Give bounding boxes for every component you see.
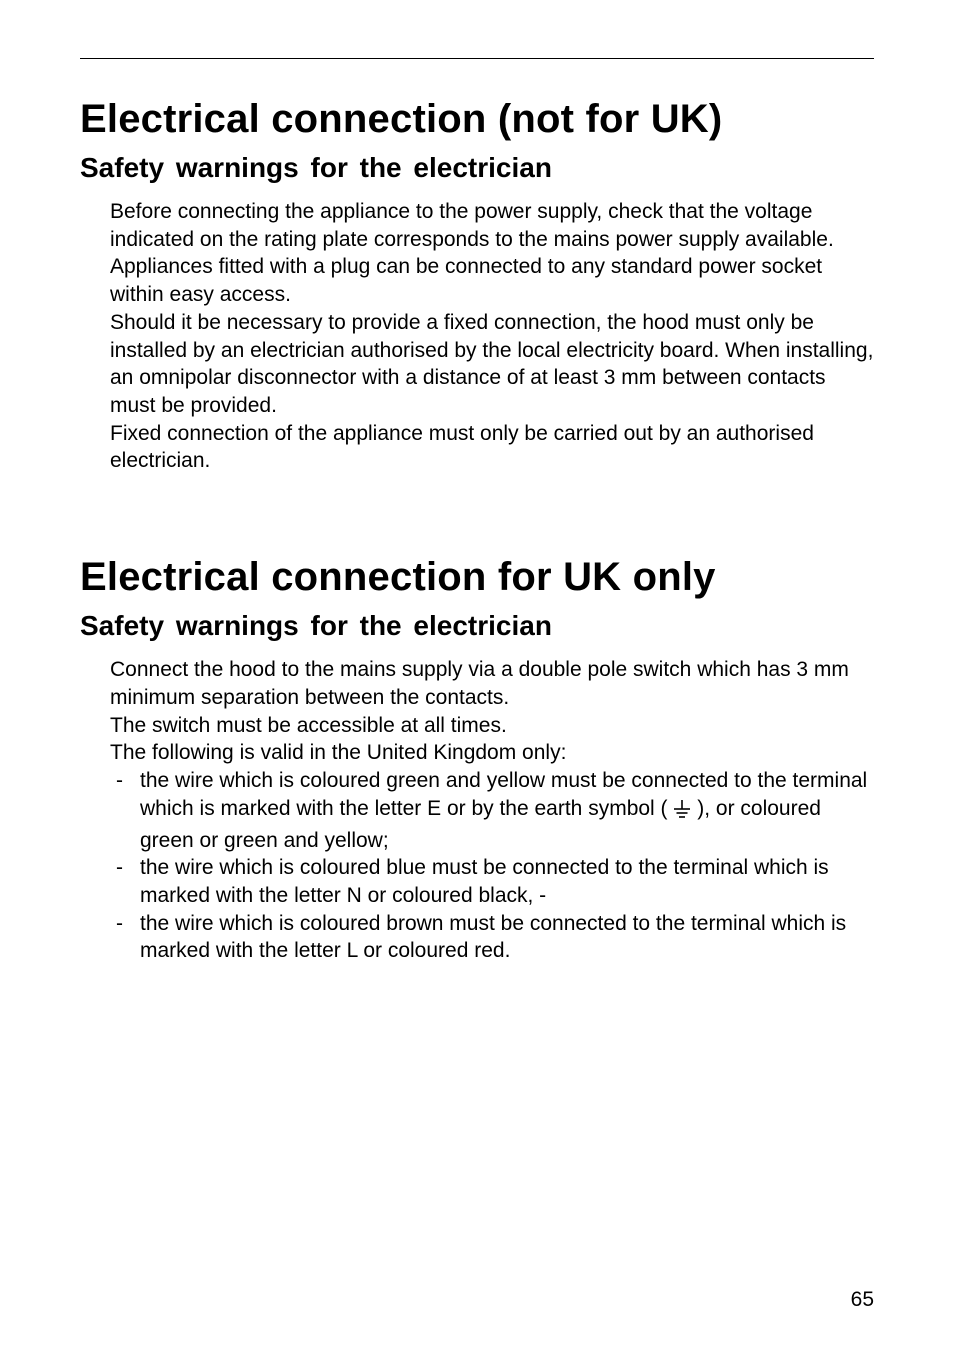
earth-icon	[673, 799, 691, 827]
body-uk-only: Connect the hood to the mains supply via…	[80, 656, 874, 965]
subheading-uk-only: Safety warnings for the electrician	[80, 610, 874, 642]
list-item: the wire which is coloured brown must be…	[110, 910, 874, 965]
document-page: Electrical connection (not for UK) Safet…	[0, 0, 954, 1352]
paragraph: Before connecting the appliance to the p…	[110, 198, 874, 309]
body-not-uk: Before connecting the appliance to the p…	[80, 198, 874, 475]
list-item: the wire which is coloured blue must be …	[110, 854, 874, 909]
paragraph: Connect the hood to the mains supply via…	[110, 656, 874, 711]
heading-not-uk: Electrical connection (not for UK)	[80, 97, 874, 142]
subheading-not-uk: Safety warnings for the electrician	[80, 152, 874, 184]
paragraph: Fixed connection of the appliance must o…	[110, 420, 874, 475]
heading-uk-only: Electrical connection for UK only	[80, 555, 874, 600]
paragraph: The following is valid in the United Kin…	[110, 739, 874, 767]
paragraph: The switch must be accessible at all tim…	[110, 712, 874, 740]
list-item: the wire which is coloured green and yel…	[110, 767, 874, 854]
paragraph: Should it be necessary to provide a fixe…	[110, 309, 874, 420]
section-gap	[80, 475, 874, 555]
bullet-list: the wire which is coloured green and yel…	[110, 767, 874, 965]
page-number: 65	[851, 1288, 874, 1312]
top-rule	[80, 58, 874, 59]
